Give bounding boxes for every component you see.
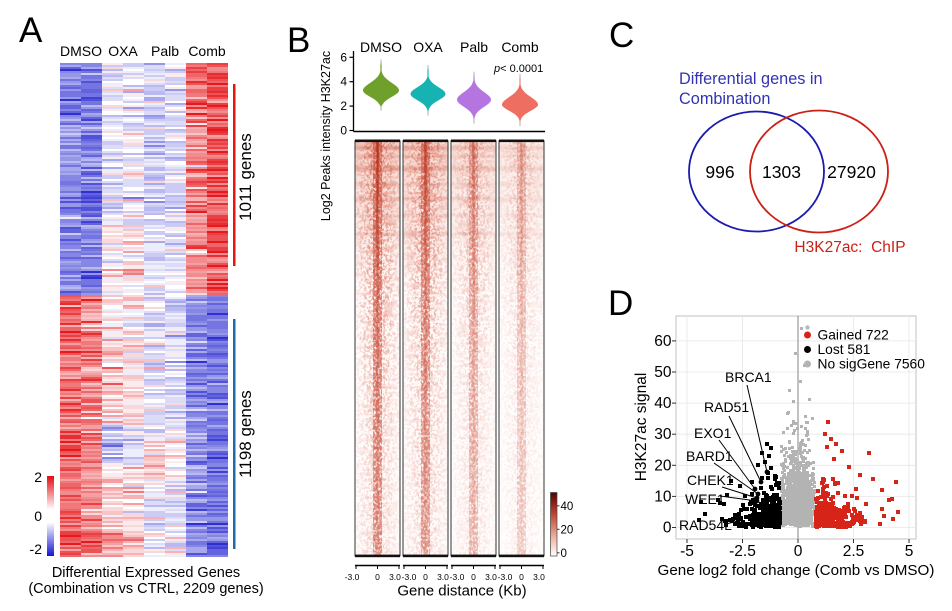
svg-text:B: B	[287, 21, 310, 60]
svg-text:0: 0	[34, 508, 42, 524]
svg-text:10: 10	[654, 488, 672, 505]
svg-text:2: 2	[34, 469, 42, 485]
svg-text:C: C	[609, 16, 634, 55]
svg-text:(Combination vs CTRL, 2209 gen: (Combination vs CTRL, 2209 genes)	[28, 581, 263, 597]
svg-text:Differential Expressed Genes: Differential Expressed Genes	[52, 565, 240, 581]
svg-text:3.0: 3.0	[437, 572, 449, 582]
svg-text:0: 0	[561, 548, 567, 560]
svg-text:-3.0: -3.0	[402, 572, 417, 582]
svg-text:Differential genes in: Differential genes in	[679, 70, 823, 88]
svg-text:0: 0	[471, 572, 476, 582]
svg-text:0: 0	[423, 572, 428, 582]
svg-text:3.0: 3.0	[485, 572, 497, 582]
svg-text:40: 40	[561, 501, 574, 513]
svg-text:WEE1: WEE1	[685, 491, 725, 507]
svg-text:1303: 1303	[762, 162, 801, 182]
svg-text:BRCA1: BRCA1	[725, 369, 772, 385]
svg-text:-5: -5	[680, 543, 694, 560]
svg-text:20: 20	[561, 525, 574, 537]
svg-text:40: 40	[654, 395, 672, 412]
svg-text:p< 0.0001: p< 0.0001	[493, 63, 543, 75]
svg-text:60: 60	[654, 333, 672, 350]
svg-text:Comb: Comb	[501, 39, 539, 55]
svg-text:OXA: OXA	[413, 39, 443, 55]
svg-text:3.0: 3.0	[389, 572, 401, 582]
svg-text:Gained 722: Gained 722	[818, 328, 889, 343]
svg-text:50: 50	[654, 364, 672, 381]
svg-text:Log2 Peaks intensity H3K27ac: Log2 Peaks intensity H3K27ac	[319, 51, 333, 221]
svg-text:30: 30	[654, 426, 672, 443]
svg-text:27920: 27920	[827, 162, 876, 182]
svg-text:4: 4	[340, 75, 347, 89]
svg-text:2: 2	[340, 99, 347, 113]
svg-text:-3.0: -3.0	[498, 572, 513, 582]
svg-text:0: 0	[340, 124, 347, 138]
svg-text:-2.5: -2.5	[729, 543, 756, 560]
svg-text:H3K27ac: ChIP: H3K27ac: ChIP	[794, 239, 905, 256]
svg-text:A: A	[19, 11, 43, 50]
svg-text:1198 genes: 1198 genes	[236, 390, 255, 478]
svg-text:RAD54L: RAD54L	[679, 517, 732, 533]
svg-text:CHEK1: CHEK1	[687, 472, 734, 488]
svg-text:OXA: OXA	[108, 43, 138, 59]
svg-text:20: 20	[654, 457, 672, 474]
svg-text:0: 0	[375, 572, 380, 582]
svg-text:-3.0: -3.0	[345, 572, 360, 582]
svg-text:No sigGene 7560: No sigGene 7560	[818, 357, 926, 372]
svg-text:996: 996	[705, 162, 734, 182]
svg-text:H3K27ac signal: H3K27ac signal	[633, 373, 650, 482]
svg-text:3.0: 3.0	[533, 572, 545, 582]
svg-text:6: 6	[340, 50, 347, 64]
svg-text:Comb: Comb	[188, 43, 226, 59]
svg-text:RAD51: RAD51	[704, 399, 749, 415]
svg-text:0: 0	[663, 520, 672, 537]
svg-text:Combination: Combination	[679, 90, 770, 108]
svg-text:BARD1: BARD1	[686, 448, 733, 464]
svg-text:D: D	[608, 284, 633, 323]
svg-text:2.5: 2.5	[843, 543, 865, 560]
svg-text:EXO1: EXO1	[694, 425, 732, 441]
svg-text:Gene log2 fold change (Comb vs: Gene log2 fold change (Comb vs DMSO)	[658, 562, 935, 579]
svg-text:1011 genes: 1011 genes	[236, 133, 255, 221]
svg-text:Lost 581: Lost 581	[818, 342, 871, 357]
svg-text:5: 5	[905, 543, 914, 560]
svg-text:Gene distance (Kb): Gene distance (Kb)	[397, 583, 526, 600]
svg-text:-3.0: -3.0	[450, 572, 465, 582]
svg-text:DMSO: DMSO	[360, 39, 402, 55]
svg-text:-2: -2	[30, 541, 43, 557]
svg-text:Palb: Palb	[460, 39, 488, 55]
svg-text:0: 0	[519, 572, 524, 582]
svg-text:Palb: Palb	[151, 43, 179, 59]
svg-text:DMSO: DMSO	[60, 43, 102, 59]
svg-text:0: 0	[794, 543, 803, 560]
